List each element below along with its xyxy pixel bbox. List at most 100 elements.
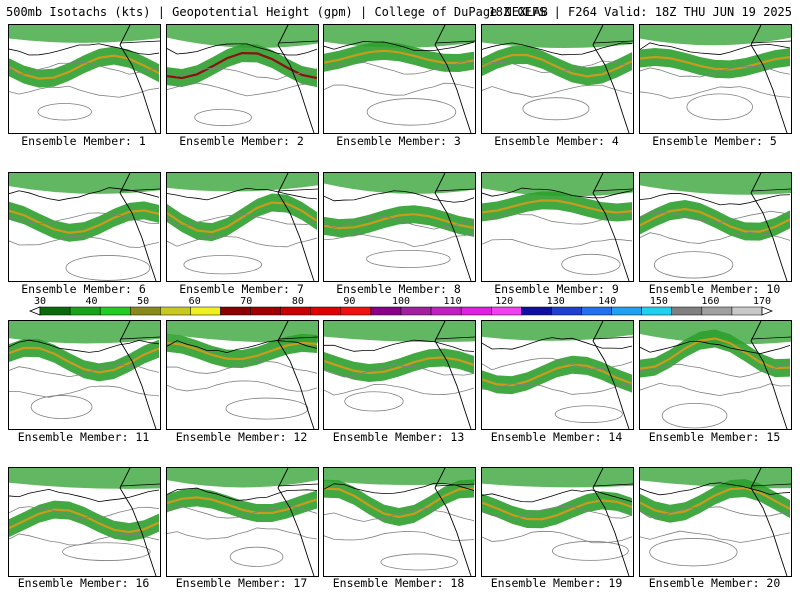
coastline: [592, 173, 630, 281]
legend-swatch: [99, 306, 131, 316]
map-20: [640, 468, 791, 576]
legend-swatch: [611, 306, 642, 316]
height-contour: [482, 187, 633, 199]
map-4: [482, 25, 633, 133]
border-line: [592, 40, 633, 44]
height-contour: [482, 489, 633, 503]
legend-swatch: [460, 306, 492, 316]
legend-tick-label: 80: [291, 296, 304, 307]
legend-arrow-right: [761, 306, 774, 316]
height-contour: [640, 86, 791, 99]
ensemble-panel-1: [8, 24, 161, 134]
isotach-band: [640, 47, 790, 79]
height-contour: [167, 527, 318, 540]
border-line: [277, 336, 318, 340]
height-contour: [9, 43, 160, 56]
ensemble-member-label: Ensemble Member: 14: [490, 430, 623, 444]
ensemble-member-label: Ensemble Member: 17: [175, 576, 308, 590]
isotach-north: [324, 25, 475, 48]
height-contour-closed: [649, 538, 738, 567]
isotach-band: [9, 338, 159, 382]
isotach-band: [9, 201, 159, 242]
coastline: [750, 173, 788, 281]
height-contour: [640, 482, 791, 496]
jet-core: [324, 487, 475, 519]
coastline: [434, 321, 472, 429]
jet-core: [9, 209, 160, 234]
height-contour: [640, 42, 791, 55]
height-contour: [640, 530, 791, 543]
legend-swatch: [220, 306, 251, 316]
height-contour: [324, 531, 475, 542]
height-contour: [324, 384, 475, 396]
height-contour: [9, 339, 160, 353]
coastline: [119, 173, 157, 281]
border-line: [750, 483, 791, 487]
ensemble-panel-5: [639, 24, 792, 134]
jet-core: [482, 53, 633, 78]
height-contour: [324, 215, 475, 230]
ensemble-panel-14: [481, 320, 634, 430]
isotach-north: [167, 173, 318, 192]
legend-tick-label: 90: [343, 296, 356, 307]
ensemble-member-label: Ensemble Member: 13: [332, 430, 465, 444]
border-line: [119, 336, 160, 340]
ensemble-panel-18: [323, 467, 476, 577]
height-contour-closed: [194, 108, 252, 127]
height-contour-closed: [229, 546, 284, 567]
jet-core: [640, 55, 791, 71]
legend-arrow-left: [28, 306, 41, 316]
height-contour: [324, 339, 475, 352]
header-title: 500mb Isotachs (kts) | Geopotential Heig…: [6, 5, 548, 19]
height-contour: [482, 357, 633, 371]
jet-core: [167, 496, 318, 515]
legend-swatch: [310, 306, 342, 316]
height-contour: [9, 85, 160, 98]
header: 500mb Isotachs (kts) | Geopotential Heig…: [6, 4, 796, 20]
coastline: [434, 25, 472, 133]
border-line: [119, 40, 160, 44]
isotach-north: [324, 321, 475, 343]
ensemble-member-label: Ensemble Member: 15: [648, 430, 781, 444]
height-contour: [324, 190, 475, 203]
map-11: [9, 321, 160, 429]
ensemble-panel-12: [166, 320, 319, 430]
coastline: [750, 25, 788, 133]
height-contour-closed: [62, 542, 151, 561]
height-contour: [482, 337, 633, 350]
ensemble-member-label: Ensemble Member: 11: [17, 430, 150, 444]
legend-tick-label: 50: [137, 296, 150, 307]
coastline: [592, 468, 630, 576]
legend-swatch: [430, 306, 462, 316]
ensemble-member-label: Ensemble Member: 5: [652, 134, 777, 148]
coastline: [592, 321, 630, 429]
ensemble-member-label: Ensemble Member: 12: [175, 430, 308, 444]
map-12: [167, 321, 318, 429]
border-line: [434, 336, 475, 340]
legend-tick-label: 120: [495, 296, 514, 307]
height-contour-closed: [552, 540, 629, 561]
ensemble-member-label: Ensemble Member: 6: [21, 282, 146, 296]
coastline: [750, 321, 788, 429]
isotach-band: [482, 491, 632, 529]
jet-core: [9, 508, 160, 534]
border-line: [750, 188, 791, 192]
height-contour-closed: [366, 98, 457, 126]
height-contour: [482, 530, 633, 544]
isotach-band: [324, 205, 474, 238]
map-9: [482, 173, 633, 281]
legend-swatch: [69, 306, 101, 316]
height-contour-closed: [225, 397, 309, 420]
legend-tick-label: 160: [701, 296, 720, 307]
height-contour-closed: [653, 251, 734, 279]
jet-core: [482, 499, 633, 521]
map-5: [640, 25, 791, 133]
border-line: [119, 188, 160, 192]
legend-swatch: [190, 306, 221, 316]
ensemble-member-label: Ensemble Member: 3: [336, 134, 461, 148]
isotach-north: [167, 468, 318, 488]
height-contour: [9, 385, 160, 398]
height-contour: [482, 238, 633, 250]
height-contour: [9, 187, 160, 201]
height-contour: [167, 214, 318, 227]
